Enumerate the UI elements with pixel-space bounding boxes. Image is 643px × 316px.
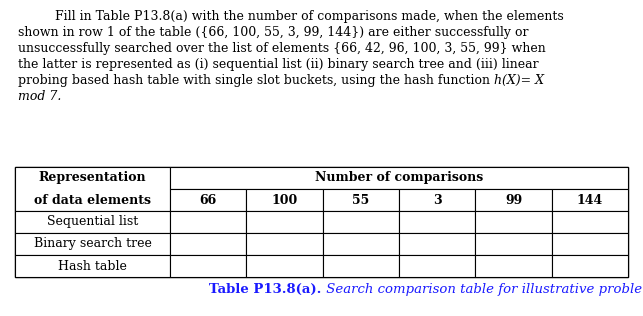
Text: Fill in Table P13.8(a) with the number of comparisons made, when the elements: Fill in Table P13.8(a) with the number o…	[55, 10, 564, 23]
Bar	[246, 189, 323, 211]
Bar	[552, 233, 628, 255]
Text: Representation: Representation	[39, 172, 147, 185]
Text: Sequential list: Sequential list	[47, 216, 138, 228]
Bar	[399, 233, 475, 255]
Bar	[475, 189, 552, 211]
Text: 144: 144	[577, 193, 603, 206]
Bar	[246, 255, 323, 277]
Bar	[15, 233, 170, 255]
Bar	[170, 255, 246, 277]
Bar	[323, 233, 399, 255]
Bar	[399, 255, 475, 277]
Text: h(X)= X: h(X)= X	[494, 74, 544, 87]
Text: the latter is represented as (i) sequential list (ii) binary search tree and (ii: the latter is represented as (i) sequent…	[18, 58, 539, 71]
Bar	[323, 189, 399, 211]
Bar	[323, 255, 399, 277]
Text: 100: 100	[271, 193, 298, 206]
Bar	[15, 255, 170, 277]
Text: 66: 66	[199, 193, 217, 206]
Bar	[170, 211, 246, 233]
Bar	[475, 255, 552, 277]
Text: probing based hash table with single slot buckets, using the hash function: probing based hash table with single slo…	[18, 74, 494, 87]
Text: Hash table: Hash table	[58, 259, 127, 272]
Bar	[552, 211, 628, 233]
Bar	[552, 189, 628, 211]
Text: of data elements: of data elements	[34, 193, 151, 206]
Bar	[475, 233, 552, 255]
Bar	[15, 167, 628, 277]
Text: 99: 99	[505, 193, 522, 206]
Bar	[323, 211, 399, 233]
Text: Search comparison table for illustrative problem 13.8: Search comparison table for illustrative…	[322, 283, 643, 296]
Bar	[170, 233, 246, 255]
Text: Number of comparisons: Number of comparisons	[315, 172, 483, 185]
Text: shown in row 1 of the table ({66, 100, 55, 3, 99, 144}) are either successfully : shown in row 1 of the table ({66, 100, 5…	[18, 26, 529, 39]
Bar	[15, 211, 170, 233]
Text: Binary search tree: Binary search tree	[33, 238, 152, 251]
Bar	[399, 211, 475, 233]
Bar	[475, 211, 552, 233]
Bar	[15, 167, 170, 211]
Text: Table P13.8(a).: Table P13.8(a).	[209, 283, 322, 296]
Bar	[552, 255, 628, 277]
Bar	[246, 211, 323, 233]
Bar	[399, 189, 475, 211]
Bar	[170, 189, 246, 211]
Text: unsuccessfully searched over the list of elements {66, 42, 96, 100, 3, 55, 99} w: unsuccessfully searched over the list of…	[18, 42, 546, 55]
Bar	[246, 233, 323, 255]
Text: mod 7.: mod 7.	[18, 90, 61, 103]
Text: 55: 55	[352, 193, 370, 206]
Bar	[170, 167, 628, 189]
Text: 3: 3	[433, 193, 442, 206]
